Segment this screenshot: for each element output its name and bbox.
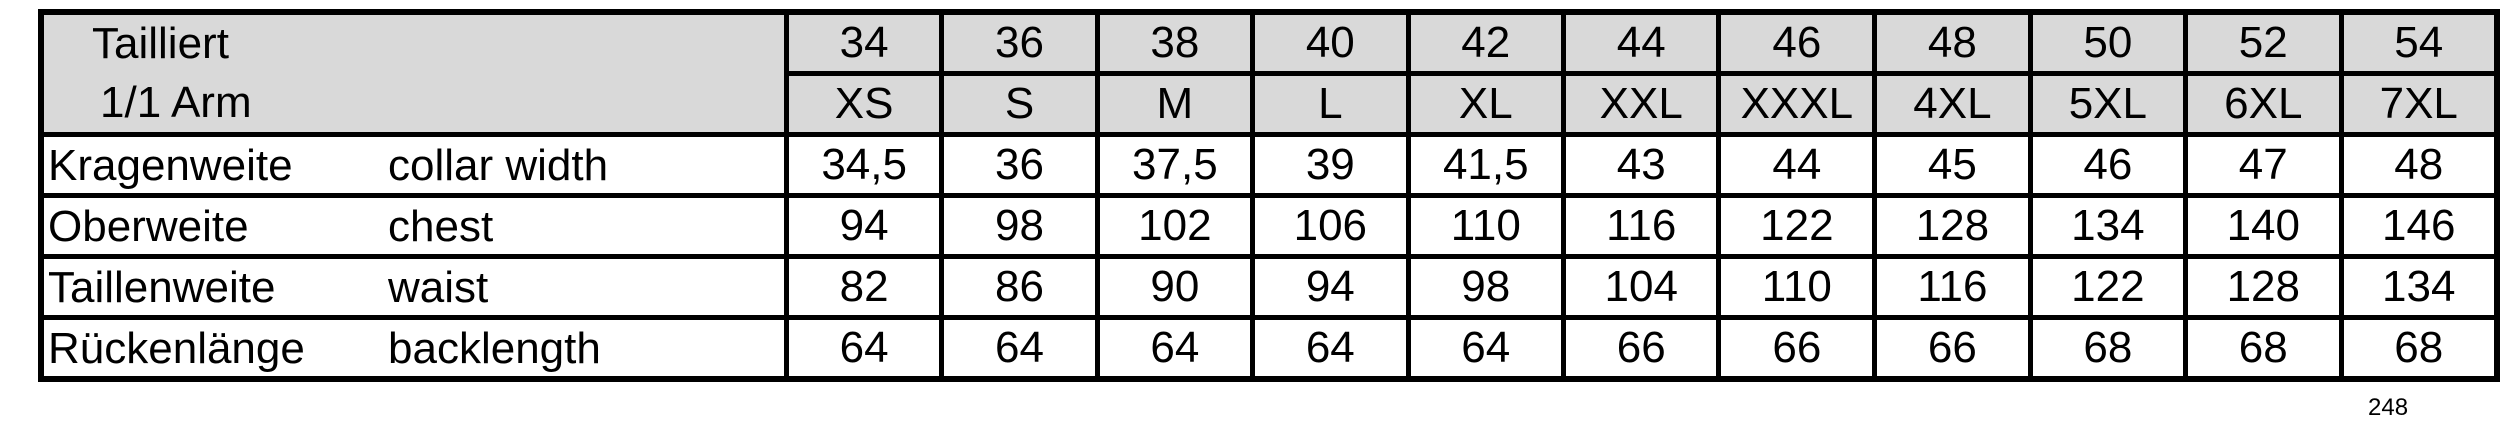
- measurement-cell: 98: [1405, 254, 1567, 320]
- size-numeric: 38: [1094, 9, 1256, 76]
- measurement-cell: 110: [1405, 193, 1567, 259]
- measurement-cell: 128: [2183, 254, 2344, 320]
- row-label-en: waist: [388, 263, 489, 312]
- measurement-cell: 43: [1561, 132, 1722, 198]
- measurement-cell: 64: [1250, 315, 1411, 382]
- size-letter: L: [1250, 71, 1411, 137]
- header-row-letter: 1/1 Arm XS S M L XL XXL XXXL 4XL 5XL 6XL…: [38, 71, 2500, 137]
- size-letter: XL: [1405, 71, 1567, 137]
- size-letter: 5XL: [2027, 71, 2189, 137]
- measurement-cell: 110: [1716, 254, 1878, 320]
- table-row: Oberweite chest 94 98 102 106 110 116 122 128 134 1…: [38, 193, 2500, 259]
- size-numeric: 54: [2338, 9, 2500, 76]
- measurement-cell: 41,5: [1405, 132, 1567, 198]
- size-letter: XXXL: [1716, 71, 1878, 137]
- size-numeric: 34: [783, 9, 945, 76]
- row-label-en: chest: [388, 202, 494, 251]
- measurement-cell: 94: [1250, 254, 1411, 320]
- measurement-cell: 66: [1561, 315, 1722, 382]
- measurement-cell: 36: [939, 132, 1100, 198]
- measurement-cell: 82: [783, 254, 945, 320]
- table-row: Kragenweite collar width 34,5 36 37,5 39 41,5 4…: [38, 132, 2500, 198]
- measurement-cell: 86: [939, 254, 1100, 320]
- measurement-cell: 66: [1872, 315, 2033, 382]
- size-numeric: 46: [1716, 9, 1878, 76]
- size-numeric: 40: [1250, 9, 1411, 76]
- size-letter: M: [1094, 71, 1256, 137]
- header-title-line2: 1/1 Arm: [38, 73, 789, 137]
- measurement-cell: 64: [783, 315, 945, 382]
- measurement-cell: 116: [1561, 193, 1722, 259]
- table-row: Rückenlänge backlength 64 64 64 64 64 66 66 66 68 6…: [38, 315, 2500, 382]
- size-letter: 7XL: [2338, 71, 2500, 137]
- measurement-cell: 90: [1094, 254, 1256, 320]
- size-numeric: 52: [2183, 9, 2344, 76]
- measurement-cell: 64: [1405, 315, 1567, 382]
- measurement-cell: 45: [1872, 132, 2033, 198]
- measurement-cell: 34,5: [783, 132, 945, 198]
- measurement-cell: 134: [2027, 193, 2189, 259]
- measurement-cell: 104: [1561, 254, 1722, 320]
- measurement-cell: 44: [1716, 132, 1878, 198]
- measurement-cell: 66: [1716, 315, 1878, 382]
- measurement-cell: 106: [1250, 193, 1411, 259]
- size-letter: XS: [783, 71, 945, 137]
- size-numeric: 44: [1561, 9, 1722, 76]
- measurement-cell: 140: [2183, 193, 2344, 259]
- row-label-de: Rückenlänge: [48, 324, 305, 373]
- size-letter: 6XL: [2183, 71, 2344, 137]
- measurement-cell: 98: [939, 193, 1100, 259]
- measurement-cell: 39: [1250, 132, 1411, 198]
- row-label: Kragenweite collar width: [38, 132, 789, 198]
- measurement-cell: 64: [939, 315, 1100, 382]
- measurement-cell: 102: [1094, 193, 1256, 259]
- size-numeric: 36: [939, 9, 1100, 76]
- size-numeric: 48: [1872, 9, 2033, 76]
- row-label: Taillenweite waist: [38, 254, 789, 320]
- size-letter: 4XL: [1872, 71, 2033, 137]
- row-label-de: Oberweite: [48, 202, 249, 251]
- measurement-cell: 116: [1872, 254, 2033, 320]
- measurement-cell: 122: [1716, 193, 1878, 259]
- size-letter: S: [939, 71, 1100, 137]
- header-row-numeric: Tailliert 34 36 38 40 42 44 46 48 50 52 …: [38, 9, 2500, 76]
- row-label: Oberweite chest: [38, 193, 789, 259]
- measurement-cell: 68: [2027, 315, 2189, 382]
- row-label-de: Kragenweite: [48, 141, 293, 190]
- measurement-cell: 68: [2338, 315, 2500, 382]
- measurement-cell: 134: [2338, 254, 2500, 320]
- size-letter: XXL: [1561, 71, 1722, 137]
- measurement-cell: 146: [2338, 193, 2500, 259]
- measurement-cell: 46: [2027, 132, 2189, 198]
- page-number: 248: [2368, 394, 2409, 421]
- measurement-cell: 122: [2027, 254, 2189, 320]
- measurement-cell: 48: [2338, 132, 2500, 198]
- measurement-cell: 47: [2183, 132, 2344, 198]
- measurement-cell: 64: [1094, 315, 1256, 382]
- size-numeric: 50: [2027, 9, 2189, 76]
- row-label: Rückenlänge backlength: [38, 315, 789, 382]
- row-label-de: Taillenweite: [48, 263, 276, 312]
- row-label-en: backlength: [388, 324, 601, 373]
- size-chart-table: Tailliert 34 36 38 40 42 44 46 48 50 52 …: [38, 9, 2500, 382]
- measurement-cell: 37,5: [1094, 132, 1256, 198]
- row-label-en: collar width: [388, 141, 609, 190]
- size-numeric: 42: [1405, 9, 1567, 76]
- header-title-line1: Tailliert: [38, 9, 789, 74]
- measurement-cell: 94: [783, 193, 945, 259]
- table-row: Taillenweite waist 82 86 90 94 98 104 110 116 122 1…: [38, 254, 2500, 320]
- measurement-cell: 128: [1872, 193, 2033, 259]
- measurement-cell: 68: [2183, 315, 2344, 382]
